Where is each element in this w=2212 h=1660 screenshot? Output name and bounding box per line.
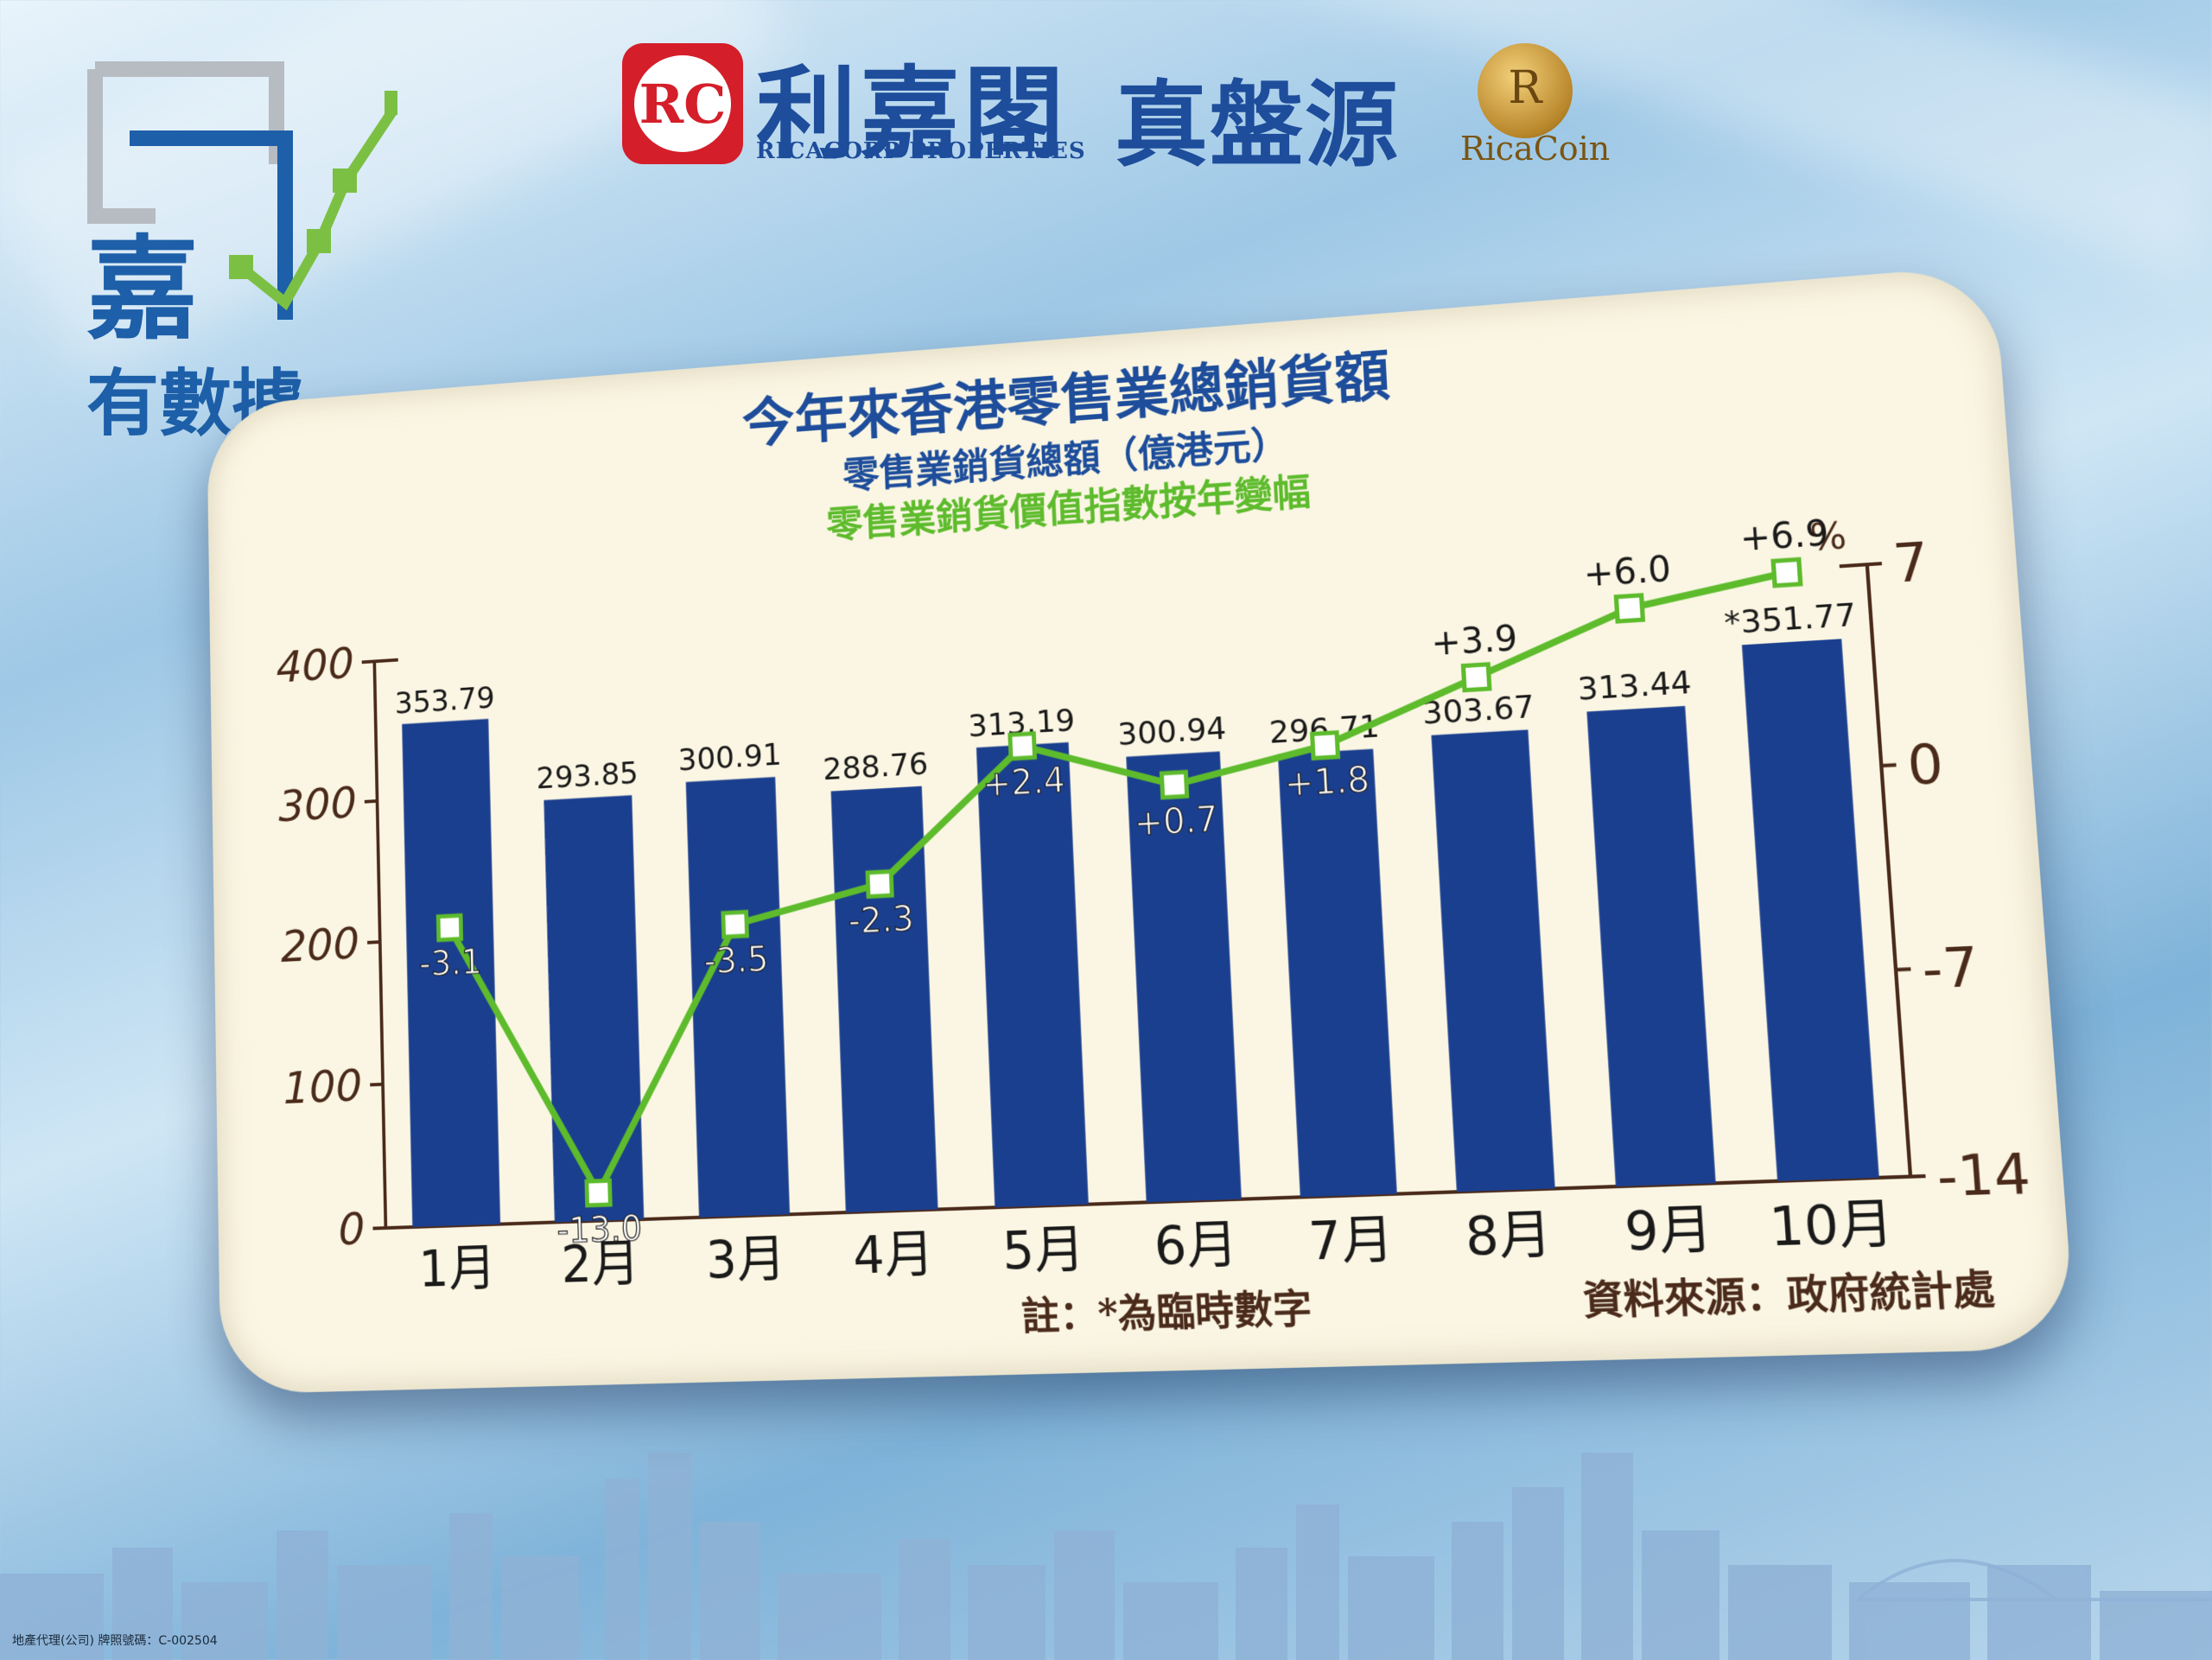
left-axis-tick-label: 0 (338, 1204, 365, 1256)
yoy-point-marker (723, 912, 747, 937)
coin-mark: R (1478, 62, 1573, 114)
yoy-point-marker (1010, 734, 1035, 759)
left-axis-tick-label: 100 (283, 1060, 362, 1114)
yoy-value-label: +2.4 (982, 760, 1065, 805)
yoy-point-marker (587, 1180, 610, 1205)
yoy-value-label: +6.0 (1582, 550, 1672, 596)
right-axis-tick-label: -7 (1920, 935, 1981, 1002)
yoy-point-marker (1463, 665, 1489, 690)
bar-value-label: *351.77 (1723, 597, 1858, 642)
x-axis-category-label: 9月 (1623, 1199, 1714, 1262)
right-axis-tick (1896, 969, 1910, 970)
yoy-point-marker (868, 871, 892, 896)
right-axis-tick-label: 7 (1891, 531, 1930, 595)
x-axis-category-label: 3月 (705, 1230, 786, 1291)
x-axis-category-label: 6月 (1153, 1214, 1239, 1276)
yoy-point-marker (1313, 733, 1338, 759)
right-axis-line (1867, 564, 1910, 1176)
yoy-value-label: +3.9 (1430, 619, 1518, 665)
yoy-value-label: +6.9 (1738, 513, 1830, 560)
logo-character: 嘉 (86, 199, 199, 361)
ricacorp-mark: RC (634, 55, 731, 152)
agent-license-text: 地產代理(公司) 牌照號碼：C-002504 (12, 1631, 218, 1649)
real-source-brand: 真盤源 (1115, 50, 1400, 185)
ricacoin-name: RicaCoin (1460, 130, 1610, 168)
city-skyline-decoration (0, 1401, 2212, 1660)
chart-card: 今年來香港零售業總銷貨額 零售業銷貨總額（億港元） 零售業銷貨價值指數按年變幅 … (207, 264, 2076, 1394)
yoy-point-marker (1616, 595, 1643, 621)
yoy-point-marker (1773, 559, 1801, 585)
ricacorp-english-name: RICACORP PROPERTIES (756, 138, 1086, 164)
chart-source: 資料來源：政府統計處 (1582, 1265, 1998, 1325)
left-axis-tick (373, 1228, 386, 1229)
bar-9月 (1586, 706, 1715, 1186)
x-axis-category-label: 8月 (1464, 1204, 1554, 1268)
bar-8月 (1431, 729, 1554, 1192)
bar-value-label: 300.91 (677, 738, 782, 779)
retail-sales-chart: 今年來香港零售業總銷貨額 零售業銷貨總額（億港元） 零售業銷貨價值指數按年變幅 … (207, 264, 2076, 1394)
right-axis-top-cap (1840, 564, 1867, 566)
x-axis-category-label: 10月 (1768, 1193, 1896, 1259)
left-axis-tick-label: 200 (281, 919, 360, 972)
bar-4月 (831, 786, 938, 1212)
bar-value-label: 288.76 (823, 747, 929, 788)
x-axis-category-label: 7月 (1307, 1210, 1395, 1273)
left-axis-tick (365, 801, 378, 802)
left-axis-tick-label: 300 (278, 778, 357, 832)
bar-value-label: 353.79 (394, 680, 495, 721)
jia-data-logo: 嘉 有數據 (86, 60, 397, 441)
right-axis-tick (1881, 765, 1896, 766)
right-axis-tick-label: 0 (1905, 732, 1946, 797)
right-axis-tick (1910, 1176, 1926, 1177)
bar-7月 (1278, 749, 1397, 1198)
bar-10月 (1742, 639, 1879, 1180)
x-axis-category-label: 5月 (1001, 1219, 1086, 1282)
yoy-value-label: -2.3 (848, 900, 915, 943)
right-axis-tick (1867, 563, 1882, 564)
left-axis-tick (367, 942, 380, 943)
chart-note: 註：*為臨時數字 (1020, 1285, 1313, 1339)
x-axis-category-label: 4月 (852, 1224, 935, 1286)
yoy-point-marker (438, 915, 461, 939)
left-axis-top-cap (374, 660, 397, 662)
left-axis-tick-label: 400 (276, 639, 354, 693)
left-axis-tick (370, 1084, 383, 1085)
yoy-point-marker (1161, 772, 1186, 797)
bar-value-label: 313.44 (1577, 665, 1693, 708)
bar-5月 (976, 742, 1089, 1207)
x-axis-category-label: 1月 (418, 1239, 497, 1300)
yoy-value-label: -3.1 (419, 943, 482, 985)
yoy-value-label: +1.8 (1283, 760, 1370, 805)
bar-value-label: 293.85 (536, 756, 639, 797)
ricacoin-icon: R (1478, 43, 1573, 138)
bar-2月 (543, 795, 644, 1222)
right-axis-tick-label: -14 (1935, 1142, 2032, 1210)
left-axis-line (374, 661, 385, 1228)
ricacorp-logo-icon: RC (622, 43, 743, 164)
bar-value-label: 300.94 (1117, 711, 1228, 754)
yoy-value-label: -3.5 (703, 939, 769, 983)
x-axis-category-label: 2月 (561, 1234, 640, 1294)
left-axis-tick (362, 661, 375, 662)
yoy-value-label: +0.7 (1133, 799, 1218, 844)
